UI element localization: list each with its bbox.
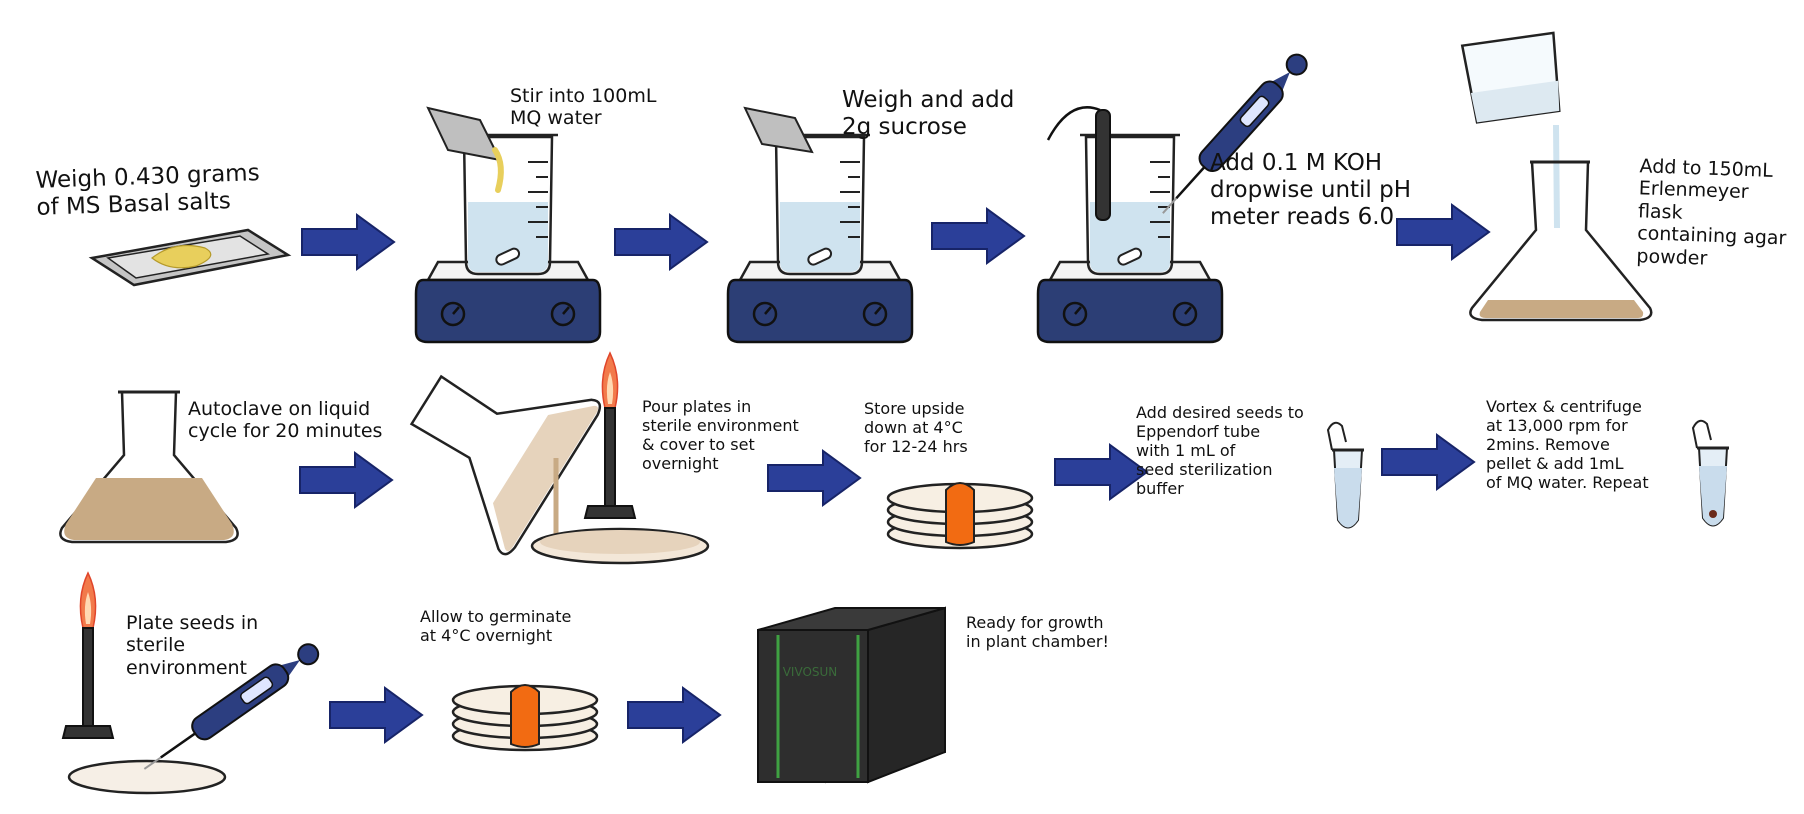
step-label: Add desired seeds to Eppendorf tube with… bbox=[1136, 403, 1304, 498]
weigh-boat-icon bbox=[88, 228, 292, 287]
step-label: Store upside down at 4°C for 12-24 hrs bbox=[864, 399, 968, 456]
erlenmeyer-flask-icon bbox=[1469, 160, 1653, 322]
foil-packet-icon bbox=[426, 106, 504, 193]
stir-plate-with-beaker-icon bbox=[726, 133, 914, 344]
arrow-step-3-to-4 bbox=[931, 208, 1025, 264]
step-label: Add to 150mL Erlenmeyer flask containing… bbox=[1636, 155, 1787, 270]
step-label: Ready for growth in plant chamber! bbox=[966, 613, 1109, 651]
bunsen-burner-icon bbox=[62, 572, 114, 739]
arrow-step-2-to-3 bbox=[614, 214, 708, 270]
plant-chamber-icon: VIVOSUN bbox=[757, 606, 946, 784]
step-label: Add 0.1 M KOH dropwise until pH meter re… bbox=[1210, 150, 1412, 231]
erlenmeyer-flask-icon bbox=[59, 390, 239, 544]
pouring-flask-icon bbox=[409, 374, 602, 556]
foil-packet-icon bbox=[743, 106, 814, 154]
petri-dish-icon bbox=[67, 759, 227, 795]
step-label: Allow to germinate at 4°C overnight bbox=[420, 607, 572, 645]
step-label: Stir into 100mL MQ water bbox=[510, 85, 657, 130]
eppendorf-tube-icon bbox=[1326, 421, 1366, 529]
petri-dish-icon bbox=[530, 527, 710, 565]
arrow-step-9-to-10 bbox=[1381, 434, 1475, 490]
eppendorf-tube-icon bbox=[1691, 419, 1731, 527]
plate-stack-icon bbox=[451, 683, 599, 752]
ph-probe-icon bbox=[1046, 106, 1111, 221]
step-label: Autoclave on liquid cycle for 20 minutes bbox=[188, 398, 383, 443]
bunsen-burner-icon bbox=[584, 352, 636, 519]
step-label: Pour plates in sterile environment & cov… bbox=[642, 397, 799, 473]
chamber-brand-text: VIVOSUN bbox=[783, 665, 838, 679]
step-label: Plate seeds in sterile environment bbox=[126, 612, 259, 679]
step-label: Weigh and add 2g sucrose bbox=[842, 87, 1015, 141]
stir-plate-with-beaker-icon bbox=[1036, 133, 1224, 344]
arrow-step-1-to-2 bbox=[301, 214, 395, 270]
arrow-step-11-to-12 bbox=[329, 687, 423, 743]
measuring-cup-icon bbox=[1460, 31, 1561, 124]
step-label: Weigh 0.430 grams of MS Basal salts bbox=[35, 160, 261, 222]
step-label: Vortex & centrifuge at 13,000 rpm for 2m… bbox=[1486, 397, 1649, 492]
plate-stack-icon bbox=[886, 481, 1034, 550]
arrow-step-8-to-9 bbox=[1054, 444, 1148, 500]
stir-plate-with-beaker-icon bbox=[414, 133, 602, 344]
arrow-step-6-to-7 bbox=[299, 452, 393, 508]
arrow-step-12-to-13 bbox=[627, 687, 721, 743]
